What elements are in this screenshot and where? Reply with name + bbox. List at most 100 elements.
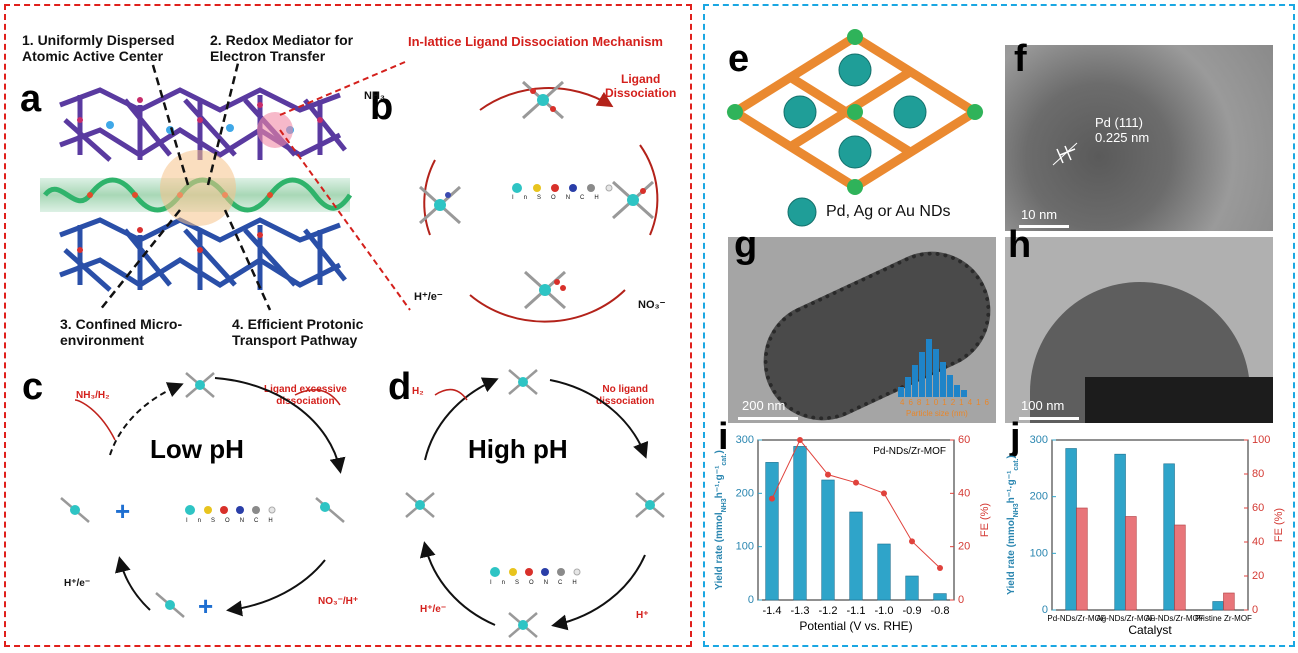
h-e-label-c: H⁺/e⁻ [64, 578, 91, 589]
zoom-lines [279, 61, 411, 311]
y-tick-label: 100 [736, 541, 754, 553]
nanodot-legend-icon [787, 197, 817, 227]
note-2: 2. Redox Mediator for Electron Transfer [210, 32, 354, 64]
y-tick-label: 300 [1030, 434, 1048, 446]
right-panel-border [703, 4, 1295, 647]
x-axis-label: Catalyst [1128, 623, 1172, 637]
no3-label: NO₃⁻ [638, 299, 666, 311]
svg-text:+: + [115, 496, 130, 526]
ligand-cycle-diagram [418, 80, 659, 323]
bar [1065, 448, 1077, 611]
nh3-h2-label: NH₃/H₂ [76, 390, 110, 401]
y-tick-label: 300 [736, 434, 754, 446]
ligand-excessive-label: Ligand excessive dissociation [264, 384, 347, 407]
left-panel-border [4, 4, 692, 647]
hist-xlabel: Particle size (nm) [906, 409, 968, 418]
note-1: 1. Uniformly Dispersed Atomic Active Cent… [22, 32, 175, 64]
panel-label-a: a [20, 78, 42, 120]
bar [1114, 453, 1126, 611]
nh3-label: NH₃ [364, 90, 385, 102]
y-tick-label: 200 [736, 487, 754, 499]
bar-fe [1125, 516, 1137, 611]
bar [905, 575, 919, 601]
bar [933, 593, 947, 601]
y2-tick-label: 20 [958, 541, 970, 553]
x-tick-label: Pd-NDs/Zr-MOF [1047, 614, 1105, 623]
bar [821, 479, 835, 601]
panel-label-g: g [734, 224, 758, 266]
high-ph-title: High pH [468, 434, 568, 464]
x-tick-label: -0.8 [931, 605, 950, 617]
y2-tick-label: 20 [1252, 570, 1264, 582]
y-axis-label: Yield rate (mmolNH3h⁻¹·g⁻¹cat.) [714, 450, 728, 590]
x-tick-label: -1.3 [791, 605, 810, 617]
x-tick-label: Ag-NDs/Zr-MOF [1096, 614, 1154, 623]
x-axis-label: Potential (V vs. RHE) [799, 619, 912, 633]
low-ph-cycle: + + [60, 372, 346, 621]
y2-tick-label: 0 [958, 594, 964, 606]
y2-tick-label: 0 [1252, 604, 1258, 616]
zr-mof-nanodots-illustration [726, 29, 984, 195]
bar [1212, 601, 1224, 611]
chart-i: 0 100 200 300 0 20 40 60 -1.4 -1.3 -1.2 -1.1 -1.0 -0.… [714, 434, 991, 633]
fe-point [797, 437, 803, 443]
h2-label: H₂ [412, 386, 424, 397]
x-tick-label: -1.0 [875, 605, 894, 617]
panel-label-e: e [728, 38, 750, 80]
x-tick-label: -1.1 [847, 605, 866, 617]
y2-tick-label: 40 [958, 487, 970, 499]
y-tick-label: 200 [1030, 491, 1048, 503]
no-ligand-label: No ligand dissociation [596, 384, 655, 407]
bar-fe [1174, 524, 1186, 611]
y-axis-label: Yield rate (mmolNH3h⁻¹·g⁻¹cat.) [1006, 455, 1020, 595]
fe-point [853, 479, 859, 486]
plot-frame [1051, 439, 1249, 611]
panel-label-j: j [1010, 416, 1021, 458]
y2-axis-label: FE (%) [979, 503, 991, 537]
bar-fe [1223, 592, 1235, 611]
panel-label-d: d [388, 366, 412, 408]
low-ph-title: Low pH [150, 434, 244, 464]
panel-label-c: c [22, 366, 44, 408]
x-tick-label: -0.9 [903, 605, 922, 617]
chart-j: 0 100 200 300 0 20 40 60 80 100 Pd-NDs/Zr-MOFAg-ND… [1006, 434, 1285, 637]
panel-label-i: i [718, 416, 729, 458]
fe-point [881, 490, 887, 497]
bar [1163, 463, 1175, 611]
x-tick-label: Pristine Zr-MOF [1195, 614, 1252, 623]
y2-tick-label: 100 [1252, 434, 1270, 446]
nanodot-legend-text: Pd, Ag or Au NDs [826, 203, 951, 220]
high-ph-cycle [405, 369, 665, 638]
note-4: 4. Efficient Protonic Transport Pathway [232, 316, 364, 348]
y2-tick-label: 80 [1252, 468, 1264, 480]
fe-point [825, 471, 831, 478]
legend-c: InSONCH [186, 518, 283, 524]
h-plus-label: H⁺ [636, 610, 649, 621]
panel-b-title: In-lattice Ligand Dissociation Mechanism [408, 34, 663, 49]
y-tick-label: 100 [1030, 547, 1048, 559]
panel-label-h: h [1008, 224, 1032, 266]
fe-point [937, 565, 943, 571]
mof-structure-illustration [40, 60, 353, 311]
note-3: 3. Confined Micro-environment [60, 316, 183, 348]
bar [849, 511, 863, 601]
tem-image-h: 100 nm [1005, 237, 1273, 423]
bar [877, 543, 891, 601]
y2-tick-label: 40 [1252, 536, 1264, 548]
lattice-annotation: Pd (111) 0.225 nm [1095, 115, 1150, 145]
y2-axis-label: FE (%) [1273, 508, 1285, 542]
x-tick-label: -1.2 [819, 605, 838, 617]
bar-fe [1076, 507, 1088, 611]
legend-b: InSONCH [512, 195, 609, 201]
x-tick-label: -1.4 [763, 605, 782, 617]
y2-tick-label: 60 [958, 434, 970, 446]
hrtem-image: Pd (111) 0.225 nm 10 nm [1005, 45, 1273, 231]
legend-d: InSONCH [490, 580, 587, 586]
x-tick-label: Au-NDs/Zr-MOF [1145, 614, 1203, 623]
scale-g: 200 nm [742, 398, 786, 413]
hist-ticks: 46810121416 [900, 398, 993, 407]
bar [793, 446, 807, 601]
histogram-bars [898, 339, 967, 397]
chart-annotation: Pd-NDs/Zr-MOF [873, 446, 946, 457]
panel-label-b: b [370, 86, 394, 128]
